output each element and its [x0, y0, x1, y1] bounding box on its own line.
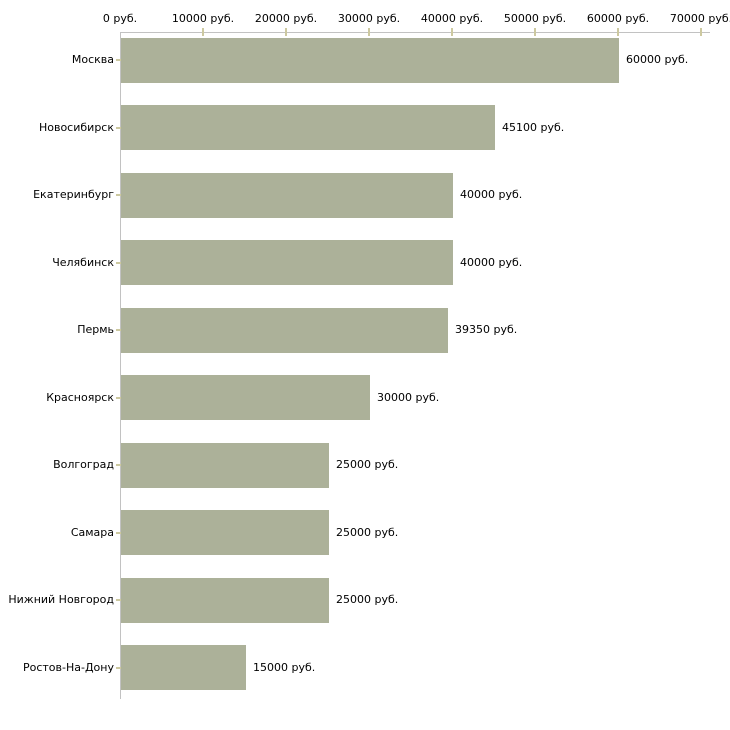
bar — [121, 240, 453, 285]
x-tick-label: 70000 руб. — [669, 12, 730, 25]
bar — [121, 173, 453, 218]
x-tick-label: 20000 руб. — [254, 12, 318, 25]
x-tick-mark — [617, 28, 619, 36]
category-label: Челябинск — [52, 256, 114, 269]
y-tick-mark — [116, 59, 121, 61]
category-label: Москва — [71, 53, 114, 66]
category-label: Новосибирск — [38, 121, 114, 134]
bar — [121, 510, 329, 555]
category-label: Пермь — [77, 323, 114, 336]
x-tick-mark — [368, 28, 370, 36]
x-tick-label: 10000 руб. — [171, 12, 235, 25]
category-label: Ростов-На-Дону — [22, 661, 114, 674]
x-tick-mark — [534, 28, 536, 36]
x-tick-mark — [451, 28, 453, 36]
bar — [121, 578, 329, 623]
value-label: 30000 руб. — [377, 391, 440, 404]
value-label: 39350 руб. — [455, 323, 518, 336]
bar — [121, 308, 448, 353]
value-label: 45100 руб. — [502, 121, 565, 134]
value-label: 25000 руб. — [336, 458, 399, 471]
value-label: 15000 руб. — [253, 661, 316, 674]
bar — [121, 38, 619, 83]
x-tick-label: 30000 руб. — [337, 12, 401, 25]
category-label: Самара — [70, 526, 114, 539]
y-tick-mark — [116, 464, 121, 466]
bar — [121, 645, 246, 690]
x-tick-label: 60000 руб. — [586, 12, 650, 25]
y-tick-mark — [116, 262, 121, 264]
x-tick-mark — [285, 28, 287, 36]
y-tick-mark — [116, 329, 121, 331]
x-axis-line — [120, 32, 710, 33]
y-tick-mark — [116, 194, 121, 196]
value-label: 60000 руб. — [626, 53, 689, 66]
y-tick-mark — [116, 599, 121, 601]
value-label: 40000 руб. — [460, 256, 523, 269]
x-tick-label: 0 руб. — [102, 12, 138, 25]
x-tick-label: 50000 руб. — [503, 12, 567, 25]
value-label: 25000 руб. — [336, 526, 399, 539]
value-label: 40000 руб. — [460, 188, 523, 201]
x-tick-mark — [202, 28, 204, 36]
bar — [121, 105, 495, 150]
value-label: 25000 руб. — [336, 593, 399, 606]
bar — [121, 443, 329, 488]
y-tick-mark — [116, 127, 121, 129]
bar — [121, 375, 370, 420]
y-tick-mark — [116, 532, 121, 534]
y-axis-line — [120, 32, 121, 699]
category-label: Екатеринбург — [33, 188, 114, 201]
x-tick-mark — [700, 28, 702, 36]
y-tick-mark — [116, 667, 121, 669]
category-label: Нижний Новгород — [8, 593, 114, 606]
y-tick-mark — [116, 397, 121, 399]
x-tick-label: 40000 руб. — [420, 12, 484, 25]
category-label: Красноярск — [46, 391, 114, 404]
category-label: Волгоград — [53, 458, 114, 471]
